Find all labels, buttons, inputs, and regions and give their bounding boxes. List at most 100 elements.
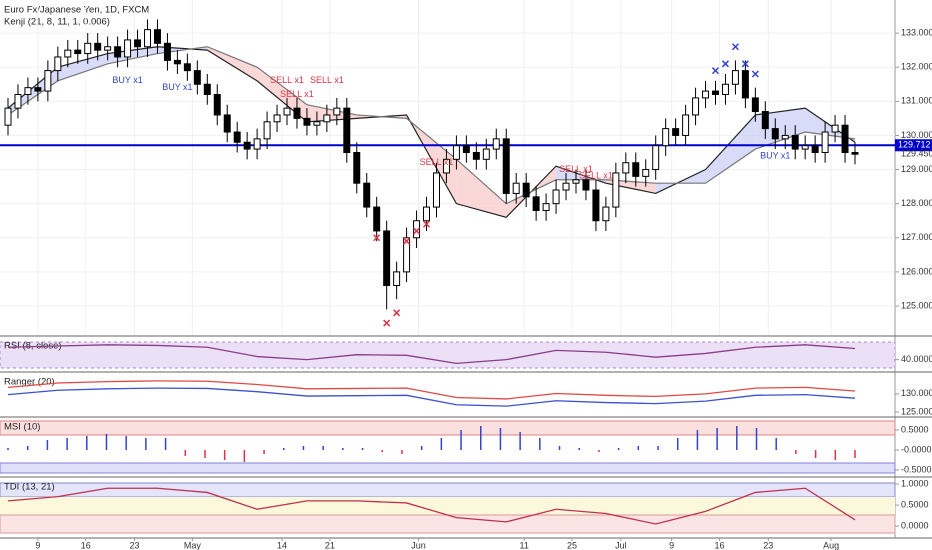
candle-body: [403, 237, 411, 273]
candle-body: [482, 148, 490, 160]
x-tick-label: Jul: [615, 540, 627, 550]
candle-body: [24, 87, 32, 95]
candle-body: [323, 114, 331, 123]
candle-body: [183, 63, 191, 72]
upper-zone: [0, 420, 896, 436]
candle-body: [193, 70, 201, 85]
candle-body: [393, 271, 401, 287]
candle-body: [163, 42, 171, 61]
candle-body: [771, 128, 779, 140]
candle-body: [104, 46, 112, 51]
x-tick-label: 14: [277, 540, 287, 550]
indicator-line: [7, 344, 856, 364]
signal-label: SELL x1: [420, 157, 454, 167]
candle-body: [652, 145, 660, 171]
candle-body: [672, 128, 680, 136]
candle-body: [54, 56, 62, 72]
y-tick-label: 126.000: [901, 266, 932, 276]
candle-body: [124, 39, 132, 58]
cross-marker: [741, 60, 749, 68]
candle-body: [712, 90, 719, 95]
candle-body: [801, 145, 809, 150]
cloud: [456, 159, 507, 218]
candle-body: [582, 179, 590, 191]
candle-body: [702, 90, 710, 99]
signal-label: SELL x1: [559, 164, 593, 174]
price-tag: [895, 139, 932, 152]
y-tick-label: 131.000: [901, 96, 932, 106]
candle-body: [303, 117, 311, 126]
cross-marker: [383, 319, 391, 327]
lower-zone: [0, 514, 896, 534]
candle-body: [363, 182, 371, 208]
candle-body: [781, 134, 789, 140]
signal-label: SELL x1: [310, 75, 344, 85]
cloud: [107, 46, 158, 64]
candle-body: [522, 182, 530, 198]
signal-label: SELL x1: [270, 75, 304, 85]
y-tick-label: 130.000: [901, 130, 932, 140]
x-tick-label: 16: [714, 540, 724, 550]
candle-body: [492, 138, 500, 150]
x-tick-label: 25: [567, 540, 577, 550]
cross-marker: [721, 60, 729, 68]
candle-body: [74, 49, 82, 55]
candle-body: [642, 169, 650, 177]
candle-body: [452, 145, 460, 160]
candle-body: [572, 179, 580, 184]
signal-label: SELL x1: [280, 89, 314, 99]
candle-body: [383, 230, 391, 287]
indicator-line: [7, 380, 856, 400]
x-tick-label: 9: [35, 540, 40, 550]
candle-body: [413, 220, 421, 239]
x-tick-label: 16: [81, 540, 91, 550]
candle-body: [532, 196, 540, 211]
candle-body: [64, 49, 72, 58]
cloud: [705, 114, 756, 184]
candle-body: [841, 124, 849, 153]
candle-body: [253, 138, 261, 150]
candle-body: [632, 162, 640, 177]
candle-body: [612, 172, 620, 208]
mid-zone: [0, 497, 895, 515]
candle-body: [34, 87, 42, 92]
panel-title: Euro Fx/Japanese Yen, 1D, FXCM: [4, 5, 149, 16]
candle-body: [602, 206, 610, 222]
candle-body: [721, 83, 729, 95]
candle-body: [811, 145, 819, 153]
candle-body: [203, 83, 211, 95]
cloud: [57, 53, 108, 81]
indicator-line: [7, 46, 856, 218]
candle-body: [173, 59, 181, 65]
x-tick-label: 21: [325, 540, 335, 550]
x-tick-label: 9: [669, 540, 674, 550]
candle-body: [14, 93, 22, 109]
candle-body: [851, 151, 859, 155]
y-tick-label: 0.0000: [901, 520, 929, 530]
candle-body: [153, 29, 161, 44]
signal-label: BUY x1: [760, 150, 790, 160]
x-tick-label: Jun: [411, 540, 426, 550]
lower-zone: [0, 462, 896, 474]
candle-body: [223, 114, 231, 133]
last-price-label: 129.450: [901, 149, 932, 159]
indicator-title: Kenji (21, 8, 11, 1, 0.006): [4, 17, 110, 28]
candle-body: [432, 172, 440, 208]
x-tick-label: 23: [130, 540, 140, 550]
candle-body: [731, 70, 739, 85]
cross-marker: [711, 67, 720, 75]
candle-body: [293, 107, 301, 119]
rsi-band: [0, 341, 896, 369]
candle-body: [741, 70, 749, 99]
candle-body: [353, 151, 361, 184]
candle-body: [821, 131, 829, 153]
candle-body: [592, 189, 600, 222]
indicator-line: [7, 46, 856, 205]
candle-body: [462, 145, 470, 153]
candle-body: [273, 114, 281, 123]
candle-body: [333, 107, 341, 116]
signal-label: BUY x1: [162, 82, 192, 92]
cloud: [207, 46, 258, 81]
candle-body: [283, 107, 291, 116]
